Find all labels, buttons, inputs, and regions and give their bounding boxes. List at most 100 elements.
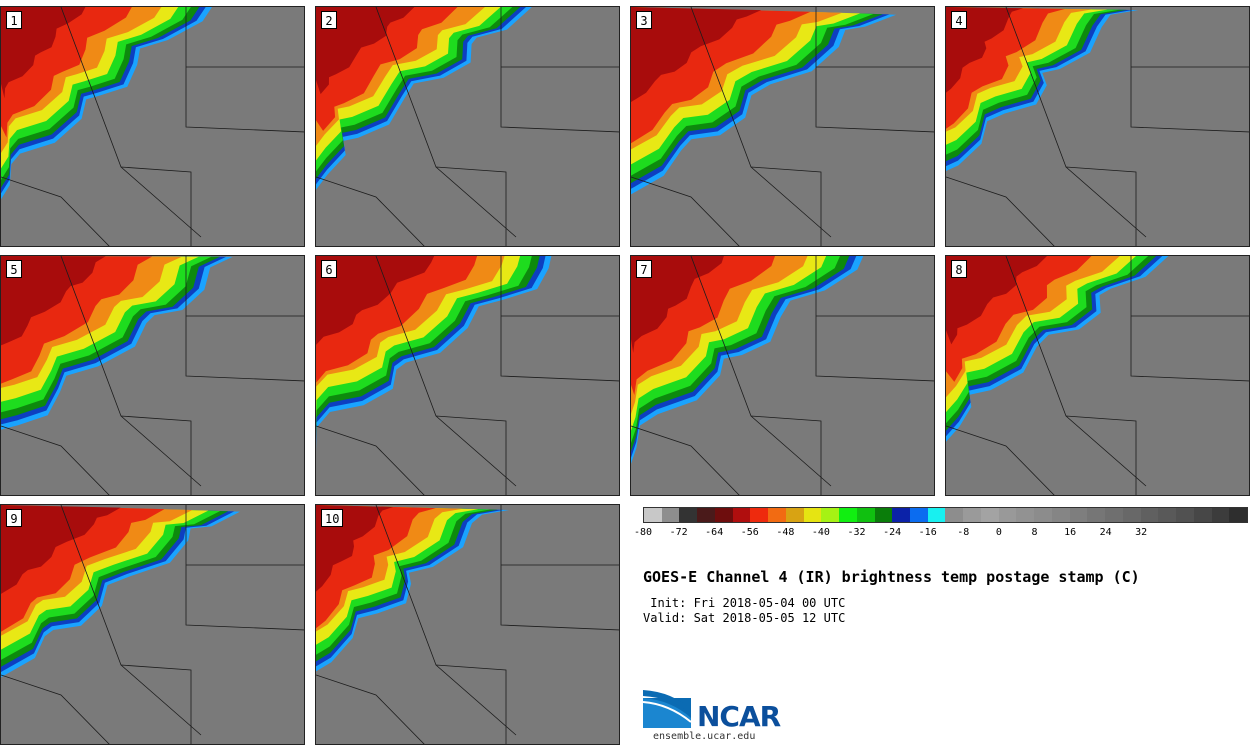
- colorbar-swatch: [1193, 508, 1212, 522]
- panel-1: 1: [0, 6, 305, 247]
- colorbar-swatch: [1051, 508, 1070, 522]
- colorbar-swatch: [1016, 508, 1035, 522]
- panel-8: 8: [945, 255, 1250, 496]
- state-border: [815, 256, 934, 382]
- state-border: [185, 256, 304, 382]
- colorbar-tick-label: -56: [740, 527, 759, 538]
- state-border: [316, 176, 425, 246]
- panel-2: 2: [315, 6, 620, 247]
- state-border: [750, 166, 822, 246]
- colorbar-swatch: [1229, 508, 1247, 522]
- colorbar-tick-label: -16: [918, 527, 937, 538]
- colorbar-swatch: [1122, 508, 1141, 522]
- panel-label: 9: [6, 509, 22, 527]
- state-border: [435, 664, 507, 744]
- state-border: [1, 425, 110, 495]
- panel-label: 3: [636, 11, 652, 29]
- colorbar-tick-label: -8: [957, 527, 970, 538]
- init-time: Init: Fri 2018-05-04 00 UTC: [643, 596, 846, 610]
- colorbar-tick-label: -24: [883, 527, 902, 538]
- colorbar-tick-label: -64: [705, 527, 724, 538]
- colorbar-swatch: [839, 508, 857, 522]
- ir-map: [1, 7, 304, 246]
- state-border: [500, 256, 619, 382]
- colorbar-swatch: [892, 508, 911, 522]
- panel-label: 6: [321, 260, 337, 278]
- state-border: [120, 415, 192, 495]
- colorbar-tick-label: 32: [1135, 527, 1148, 538]
- valid-time: Valid: Sat 2018-05-05 12 UTC: [643, 611, 846, 625]
- colorbar-swatch: [874, 508, 893, 522]
- panel-label: 10: [321, 509, 344, 527]
- colorbar-swatch: [1176, 508, 1194, 522]
- ir-map: [1, 256, 304, 495]
- logo-url: ensemble.ucar.edu: [653, 731, 756, 742]
- colorbar-swatch: [856, 508, 875, 522]
- state-border: [316, 425, 425, 495]
- state-border: [1130, 256, 1249, 382]
- page-title: GOES-E Channel 4 (IR) brightness temp po…: [643, 568, 1140, 586]
- colorbar-tick-label: 16: [1064, 527, 1077, 538]
- colorbar-tick-label: -48: [776, 527, 795, 538]
- ir-map: [946, 256, 1249, 495]
- colorbar-tick-label: -80: [633, 527, 653, 538]
- colorbar-swatch: [697, 508, 715, 522]
- ncar-logo-icon: [643, 690, 692, 728]
- ir-map: [316, 7, 619, 246]
- colorbar-swatch: [785, 508, 804, 522]
- state-border: [185, 7, 304, 133]
- colorbar-swatch: [1211, 508, 1230, 522]
- panel-label: 8: [951, 260, 967, 278]
- ir-map: [631, 256, 934, 495]
- cloud-layer: [316, 256, 435, 345]
- colorbar-swatch: [980, 508, 999, 522]
- colorbar-swatch: [679, 508, 698, 522]
- colorbar-tick-label: -72: [669, 527, 688, 538]
- panel-7: 7: [630, 255, 935, 496]
- cloud-layer: [631, 256, 724, 353]
- state-border: [946, 425, 1055, 495]
- colorbar-swatch: [803, 508, 822, 522]
- colorbar-swatch: [644, 508, 662, 522]
- panel-9: 9: [0, 504, 305, 745]
- state-border: [1065, 166, 1137, 246]
- cloud-layer: [1, 505, 121, 594]
- panel-3: 3: [630, 6, 935, 247]
- ir-map: [316, 256, 619, 495]
- colorbar-swatch: [1034, 508, 1052, 522]
- cloud-layer: [631, 7, 762, 102]
- ir-map: [946, 7, 1249, 246]
- colorbar-swatch: [945, 508, 964, 522]
- colorbar-swatch: [1158, 508, 1177, 522]
- state-border: [631, 425, 740, 495]
- panel-label: 1: [6, 11, 22, 29]
- state-border: [316, 674, 425, 744]
- state-border: [500, 7, 619, 133]
- colorbar-swatch: [998, 508, 1017, 522]
- state-border: [1, 176, 110, 246]
- colorbar-swatch: [714, 508, 733, 522]
- cloud-layer: [316, 7, 415, 95]
- colorbar-swatch: [661, 508, 680, 522]
- panel-4: 4: [945, 6, 1250, 247]
- colorbar-tick-label: -32: [847, 527, 866, 538]
- state-border: [185, 505, 304, 631]
- state-border: [435, 166, 507, 246]
- colorbar-tick-label: -40: [811, 527, 830, 538]
- cloud-layer: [1, 7, 86, 99]
- colorbar-tick-label: 24: [1099, 527, 1112, 538]
- ir-map: [631, 7, 934, 246]
- colorbar-swatch: [927, 508, 946, 522]
- colorbar-swatch: [1140, 508, 1159, 522]
- state-border: [120, 664, 192, 744]
- colorbar-tick-label: 8: [1031, 527, 1038, 538]
- state-border: [500, 505, 619, 631]
- ir-map: [1, 505, 304, 744]
- colorbar-swatch: [732, 508, 751, 522]
- colorbar-swatch: [1087, 508, 1106, 522]
- ir-map: [316, 505, 619, 744]
- colorbar-swatch: [821, 508, 840, 522]
- colorbar-swatch: [750, 508, 769, 522]
- panel-label: 4: [951, 11, 967, 29]
- panel-label: 5: [6, 260, 22, 278]
